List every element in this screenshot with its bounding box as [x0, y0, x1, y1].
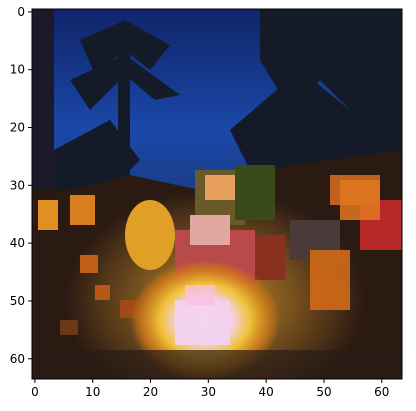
x-tick-label: 60 — [374, 385, 389, 399]
pixel-image — [32, 9, 402, 379]
y-tick-label: 20 — [10, 121, 25, 135]
x-tick-label: 30 — [201, 385, 216, 399]
y-tick-label: 60 — [10, 352, 25, 366]
x-tick-label: 0 — [31, 385, 39, 399]
x-tick-label: 50 — [316, 385, 331, 399]
x-axis-ticks: 0 10 20 30 40 50 60 — [31, 379, 389, 399]
x-tick-label: 20 — [143, 385, 158, 399]
y-tick-label: 10 — [10, 63, 25, 77]
x-tick-label: 40 — [259, 385, 274, 399]
axes-frame — [31, 8, 403, 380]
y-axis-ticks: 0 10 20 30 40 50 60 — [10, 5, 32, 366]
y-tick-label: 0 — [17, 5, 25, 19]
y-tick-label: 30 — [10, 178, 25, 192]
flame-highlights — [38, 180, 380, 335]
y-tick-label: 50 — [10, 294, 25, 308]
x-tick-label: 10 — [85, 385, 100, 399]
y-tick-label: 40 — [10, 236, 25, 250]
